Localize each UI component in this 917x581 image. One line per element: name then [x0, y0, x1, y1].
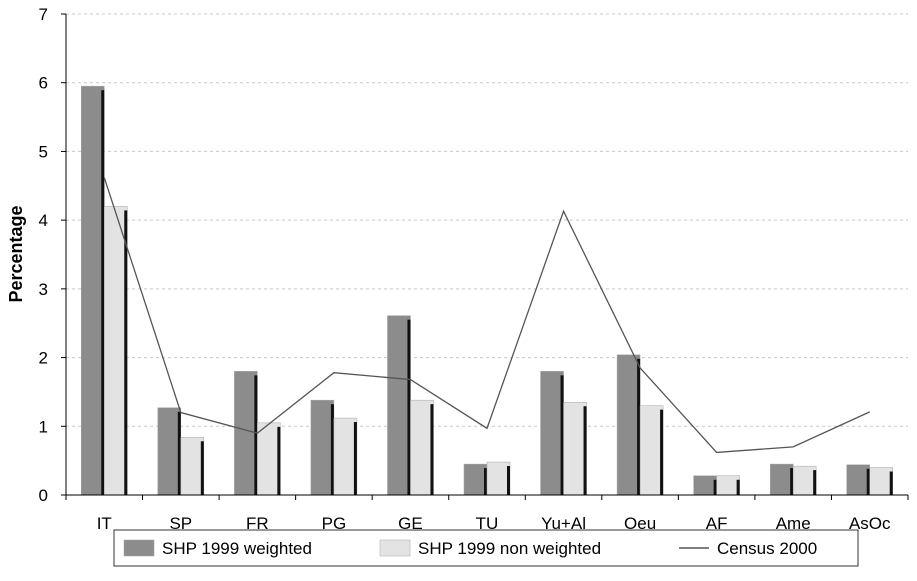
bar [333, 417, 358, 496]
x-tick-label: FR [246, 514, 269, 533]
legend-entry: Census 2000 [679, 539, 817, 558]
legend: SHP 1999 weighted SHP 1999 non weighted Ce… [113, 529, 859, 567]
x-tick-label: SP [169, 514, 192, 533]
y-tick-label: 5 [39, 142, 48, 161]
x-tick-label: AsOc [849, 514, 891, 533]
x-tick-label: Oeu [624, 514, 656, 533]
gridlines [66, 13, 908, 427]
x-tick-label: GE [398, 514, 423, 533]
bar [410, 399, 434, 496]
legend-box [113, 529, 859, 567]
bar [792, 465, 817, 496]
legend-label: SHP 1999 weighted [162, 539, 312, 558]
bar [563, 401, 587, 496]
axes: 0 1 2 3 4 5 6 7 IT SP FR PG GE TU Yu+Al Oeu AF Ame AsOc [39, 5, 909, 533]
bar [104, 206, 128, 496]
legend-entry: SHP 1999 non weighted [379, 539, 601, 558]
bar [693, 475, 717, 496]
legend-label: SHP 1999 non weighted [418, 539, 601, 558]
y-tick-label: 6 [39, 74, 48, 93]
y-tick-label: 4 [39, 211, 48, 230]
bar [257, 422, 281, 496]
x-tick-label: Ame [776, 514, 811, 533]
bar [387, 315, 411, 496]
bar [769, 463, 794, 496]
y-tick-label: 3 [39, 280, 48, 299]
bar [639, 405, 664, 496]
bar [81, 85, 105, 496]
bar [157, 407, 182, 496]
legend-swatch [123, 539, 155, 557]
y-tick-label: 1 [39, 417, 48, 436]
legend-swatch [379, 539, 411, 557]
bar [716, 475, 740, 496]
x-tick-label: IT [97, 514, 112, 533]
bar [463, 463, 488, 496]
y-tick-label: 2 [39, 349, 48, 368]
y-tick-label: 0 [39, 486, 48, 505]
x-tick-label: AF [706, 514, 728, 533]
bars [81, 85, 893, 496]
bar [846, 464, 870, 496]
x-tick-label: TU [476, 514, 499, 533]
census-2000-line [103, 177, 870, 454]
bar [486, 461, 511, 496]
legend-label: Census 2000 [717, 539, 817, 558]
x-tick-label: Yu+Al [541, 514, 586, 533]
census-line-group [103, 177, 870, 454]
bar [234, 371, 258, 496]
legend-entry: SHP 1999 weighted [123, 539, 312, 558]
y-tick-label: 7 [39, 5, 48, 24]
y-axis-title: Percentage [6, 205, 26, 302]
bar [310, 399, 335, 496]
bar [540, 371, 564, 496]
x-tick-label: PG [322, 514, 347, 533]
bar [869, 467, 893, 496]
bar [180, 437, 205, 496]
bar [616, 354, 641, 496]
